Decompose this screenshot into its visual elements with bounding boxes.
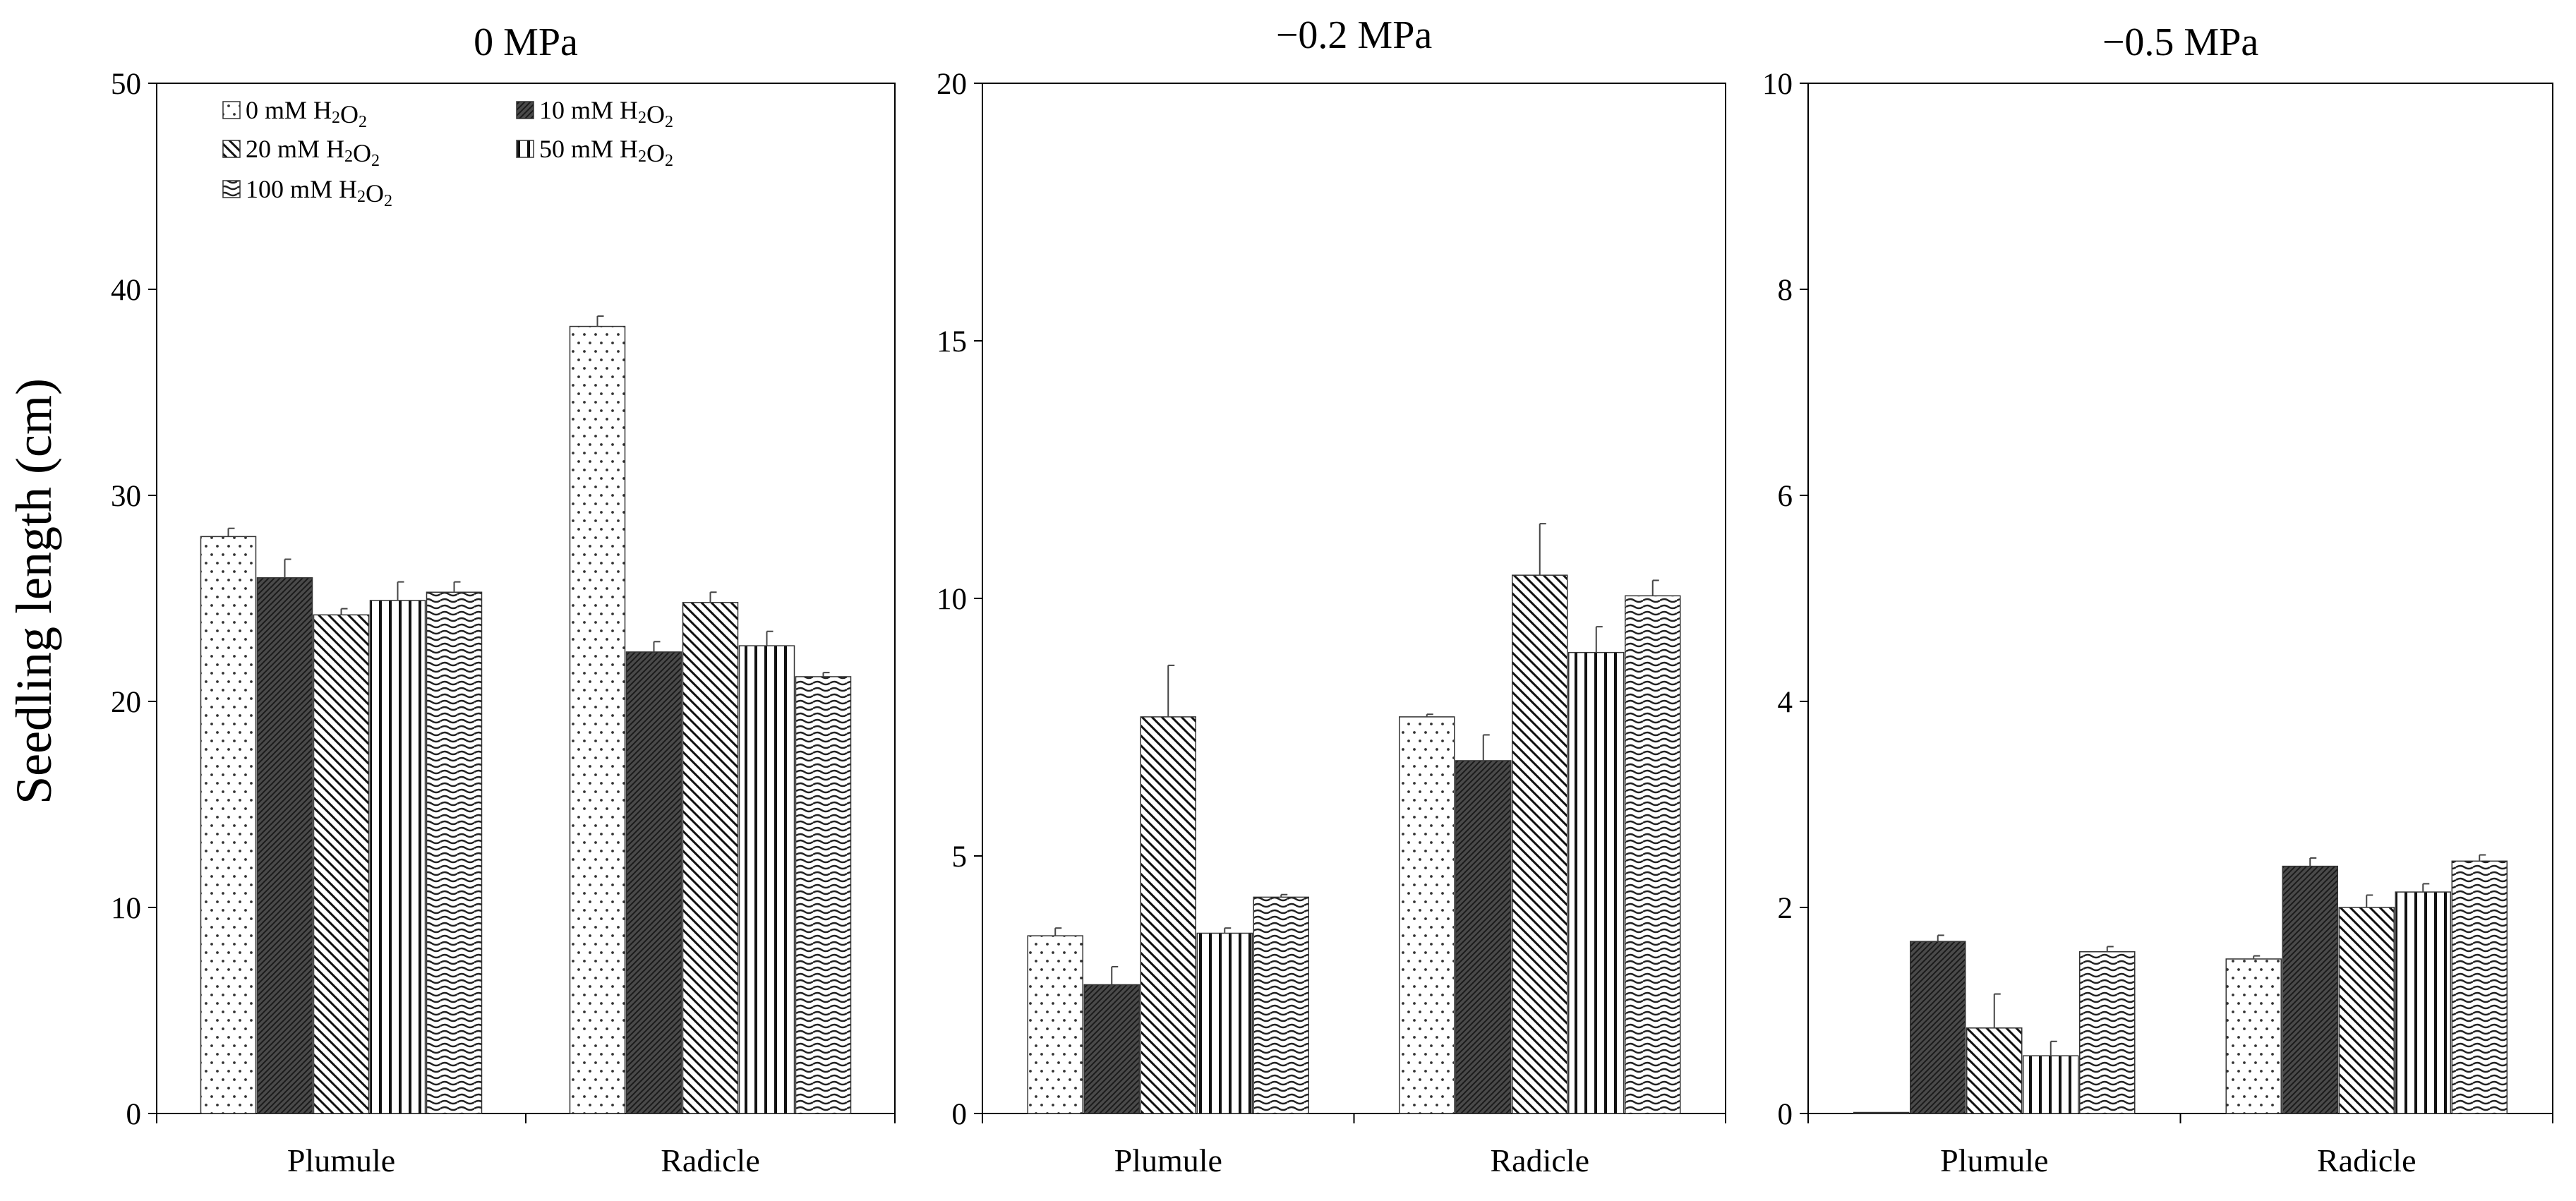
panel-title: −0.5 MPa: [2102, 20, 2259, 64]
y-tick-label: 10: [111, 892, 141, 925]
bar: [256, 577, 313, 1114]
bar: [2225, 958, 2282, 1114]
bar: [738, 645, 795, 1114]
bar: [2079, 951, 2136, 1114]
x-category-label: Radicle: [1491, 1142, 1590, 1178]
legend-item: 10 mM H2O2: [516, 96, 673, 131]
legend-label: 100 mM H2O2: [246, 175, 392, 210]
bar: [1455, 760, 1512, 1114]
bar: [1966, 1027, 2023, 1114]
y-tick-label: 10: [1762, 68, 1793, 101]
legend: 0 mM H2O2 10 mM H2O2 20 mM H2O2 50 mM H2O2 1…: [222, 96, 673, 210]
bar: [1140, 716, 1196, 1114]
legend-swatch: [516, 140, 534, 158]
x-category-label: Radicle: [661, 1142, 760, 1178]
y-tick-label: 10: [937, 583, 967, 616]
bar: [1253, 896, 1309, 1114]
y-tick-label: 20: [111, 686, 141, 719]
panel-1: 0 MPa 0 10 20 30 40 50 Plumule Radicle: [111, 20, 896, 1178]
bar: [1625, 595, 1681, 1114]
bar: [1083, 984, 1140, 1114]
legend-item: 50 mM H2O2: [516, 135, 673, 170]
legend-swatch: [516, 101, 534, 119]
legend-item: 20 mM H2O2: [222, 135, 380, 170]
y-tick-label: 20: [937, 68, 967, 101]
bar: [1027, 935, 1083, 1114]
bar: [2395, 891, 2451, 1114]
y-tick-label: 4: [1778, 686, 1793, 719]
x-category-label: Plumule: [1114, 1142, 1222, 1178]
bar: [625, 651, 682, 1114]
bar: [795, 676, 852, 1114]
panel-title: −0.2 MPa: [1276, 13, 1433, 57]
bar: [1910, 941, 1966, 1114]
bar: [2338, 907, 2395, 1114]
bar: [2023, 1055, 2079, 1114]
legend-label: 10 mM H2O2: [539, 96, 673, 131]
bar: [1196, 932, 1253, 1114]
y-tick-label: 40: [111, 274, 141, 307]
panel-title: 0 MPa: [474, 20, 578, 64]
legend-swatch: [222, 180, 241, 198]
bar: [369, 600, 426, 1114]
panel-3: −0.5 MPa 0 2 4 6 8 10 Plumule Radicle: [1762, 20, 2553, 1178]
bar: [2451, 860, 2508, 1114]
legend-swatch: [222, 140, 241, 158]
bar: [1512, 574, 1568, 1114]
y-axis-label: Seedling length (cm): [6, 378, 62, 804]
legend-label: 50 mM H2O2: [539, 135, 673, 170]
panel-2: −0.2 MPa 0 5 10 15 20 Plumule Radicle: [937, 13, 1726, 1178]
bar: [1853, 1111, 1910, 1114]
y-tick-label: 5: [952, 840, 968, 874]
y-tick-label: 15: [937, 325, 967, 358]
bar: [2282, 865, 2338, 1114]
legend-item: 0 mM H2O2: [222, 96, 367, 131]
y-tick-label: 0: [126, 1098, 142, 1131]
x-category-label: Plumule: [1940, 1142, 2048, 1178]
bar: [1568, 651, 1625, 1114]
legend-item: 100 mM H2O2: [222, 175, 392, 210]
legend-label: 20 mM H2O2: [246, 135, 380, 170]
bar: [426, 591, 483, 1114]
bar: [200, 536, 257, 1114]
x-category-label: Radicle: [2317, 1142, 2416, 1178]
y-tick-label: 8: [1778, 274, 1793, 307]
bar: [569, 325, 626, 1114]
y-tick-label: 30: [111, 480, 141, 513]
x-category-label: Plumule: [287, 1142, 395, 1178]
bar: [682, 602, 739, 1114]
bar: [1399, 716, 1455, 1114]
y-tick-label: 0: [1778, 1098, 1793, 1131]
y-tick-label: 2: [1778, 892, 1793, 925]
legend-swatch: [222, 101, 241, 119]
y-tick-label: 50: [111, 68, 141, 101]
bar: [313, 614, 370, 1114]
legend-label: 0 mM H2O2: [246, 96, 367, 131]
y-tick-label: 0: [952, 1098, 968, 1131]
y-tick-label: 6: [1778, 480, 1793, 513]
